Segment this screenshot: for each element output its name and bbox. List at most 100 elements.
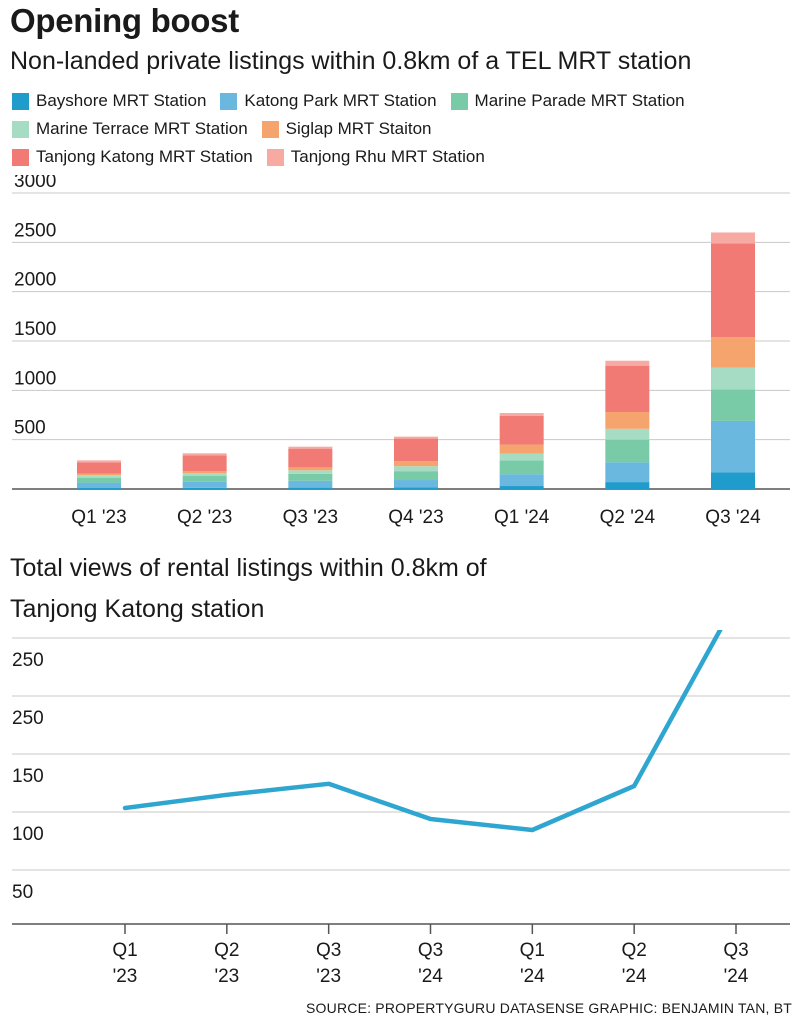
legend-swatch-marine-parade (450, 92, 468, 110)
line-x-tick-label-bottom: '24 (724, 966, 749, 987)
bar-y-tick-label: 500 (14, 418, 46, 439)
bar-x-tick-label: Q4 '23 (388, 507, 443, 528)
bar-segment (288, 467, 333, 471)
bar-segment (182, 487, 227, 489)
bar-segment (711, 389, 755, 421)
bar-segment (605, 462, 650, 483)
line-chart: 250 250 150 100 50 Q1 '23 Q2 '23 Q3 '23 Q3 '24 Q1 '24 Q… (12, 630, 790, 987)
line-chart-title-line-1: Total views of rental listings within 0.… (10, 554, 487, 582)
legend-item-marine-terrace: Marine Terrace MRT Station (12, 119, 248, 139)
bar-segment (605, 428, 650, 440)
legend-label-katong-park: Katong Park MRT Station (244, 91, 437, 110)
legend-label-bayshore: Bayshore MRT Station (36, 91, 207, 110)
source-credit: SOURCE: PROPERTYGURU DATASENSE GRAPHIC: … (306, 1000, 792, 1016)
bar-segment (605, 439, 650, 463)
bar-x-tick-label: Q3 '23 (283, 507, 338, 528)
bar-segment (605, 365, 650, 413)
line-x-tick-label-bottom: '23 (316, 966, 341, 987)
legend-label-marine-parade: Marine Parade MRT Station (474, 91, 685, 110)
bar-segment (499, 453, 544, 461)
line-x-tick-label-top: Q3 (723, 940, 748, 961)
legend-swatch-marine-terrace (12, 120, 29, 138)
line-y-tick-label: 250 (12, 708, 44, 729)
bar-segment (77, 475, 121, 478)
bar-segment (77, 460, 121, 463)
bar-segment (182, 475, 227, 482)
line-x-tick-label-bottom: '23 (113, 966, 138, 987)
legend-row-3: Tanjong Katong MRT Station Tanjong Rhu M… (12, 143, 802, 171)
bar-segment (394, 461, 438, 467)
line-y-tick-label: 250 (12, 650, 44, 671)
bar-segment (711, 367, 755, 390)
line-x-tick-label-bottom: '24 (418, 966, 443, 987)
bar-segment (394, 436, 438, 439)
bar-segment (77, 477, 121, 483)
bar-x-tick-label: Q1 '23 (71, 507, 126, 528)
bar-segment (605, 412, 650, 429)
line-x-tick-label-top: Q1 (112, 940, 137, 961)
bar-segment (182, 471, 227, 474)
line-y-tick-label: 100 (12, 824, 44, 845)
bar-segment (288, 470, 333, 474)
legend-row-1: Bayshore MRT Station Katong Park MRT Sta… (12, 87, 802, 115)
bar-segment (499, 415, 544, 445)
bar-segment (288, 446, 333, 449)
line-series-views (122, 630, 723, 833)
bar-x-tick-label: Q3 '24 (705, 507, 761, 528)
line-x-tick-label-top: Q3 (418, 940, 443, 961)
legend-row-2: Marine Terrace MRT Station Siglap MRT St… (12, 115, 802, 143)
line-x-tick-label-top: Q2 (214, 940, 239, 961)
bar-segment (182, 453, 227, 456)
legend-item-bayshore: Bayshore MRT Station (12, 91, 206, 111)
line-x-tick-label-top: Q1 (520, 940, 545, 961)
bar-y-tick-label: 3000 (14, 175, 56, 192)
line-y-tick-label: 50 (12, 882, 33, 903)
legend-swatch-bayshore (12, 92, 29, 110)
bar-y-tick-label: 1500 (14, 319, 56, 340)
line-x-tick-label-bottom: '24 (520, 966, 545, 987)
legend-item-tanjong-rhu: Tanjong Rhu MRT Station (266, 147, 485, 167)
bar-chart-legend: Bayshore MRT Station Katong Park MRT Sta… (12, 87, 802, 171)
legend-swatch-tanjong-rhu (266, 148, 284, 166)
bar-y-tick-label: 2000 (14, 270, 56, 291)
legend-item-siglap: Siglap MRT Staiton (261, 119, 432, 139)
bar-segment (394, 487, 438, 489)
legend-item-katong-park: Katong Park MRT Station (220, 91, 437, 111)
bar-segment (499, 444, 544, 454)
bar-segment (499, 474, 544, 487)
bar-segment (182, 481, 227, 488)
line-x-tick-label-bottom: '23 (214, 966, 239, 987)
bar-segment (77, 473, 121, 476)
bar-segment (499, 413, 544, 416)
bar-segment (711, 420, 755, 473)
bar-segment (288, 487, 333, 489)
line-chart-title: Total views of rental listings within 0.… (10, 548, 790, 630)
bar-segment (77, 462, 121, 474)
bar-segment (394, 480, 438, 488)
bar-segment (77, 488, 121, 489)
bar-segment (711, 232, 755, 244)
bar-x-tick-label: Q1 '24 (494, 507, 550, 528)
bar-segment (499, 486, 544, 489)
bar-segment (711, 337, 755, 368)
legend-swatch-katong-park (220, 92, 238, 110)
bar-y-tick-label: 2500 (14, 220, 56, 241)
bar-x-tick-label: Q2 '24 (600, 507, 656, 528)
bar-segment (605, 360, 650, 366)
bar-segment (288, 473, 333, 481)
bar-segment (182, 473, 227, 476)
legend-label-tanjong-katong: Tanjong Katong MRT Station (36, 147, 253, 166)
bar-segment (605, 482, 650, 489)
headline: Opening boost (10, 2, 239, 39)
bar-segment (711, 243, 755, 338)
stacked-bar-chart: 3000 2500 2000 1500 1000 500 Q1 '23 Q2 '23 Q3 '2… (12, 175, 790, 528)
legend-item-marine-parade: Marine Parade MRT Station (450, 91, 685, 111)
legend-swatch-siglap (261, 120, 279, 138)
bar-segment (77, 482, 121, 489)
bar-segment (499, 460, 544, 475)
line-x-tick-label-top: Q3 (316, 940, 341, 961)
legend-label-tanjong-rhu: Tanjong Rhu MRT Station (290, 147, 485, 166)
legend-swatch-tanjong-katong (12, 148, 29, 166)
line-chart-title-line-2: Tanjong Katong station (10, 595, 265, 623)
bar-x-tick-label: Q2 '23 (177, 507, 232, 528)
